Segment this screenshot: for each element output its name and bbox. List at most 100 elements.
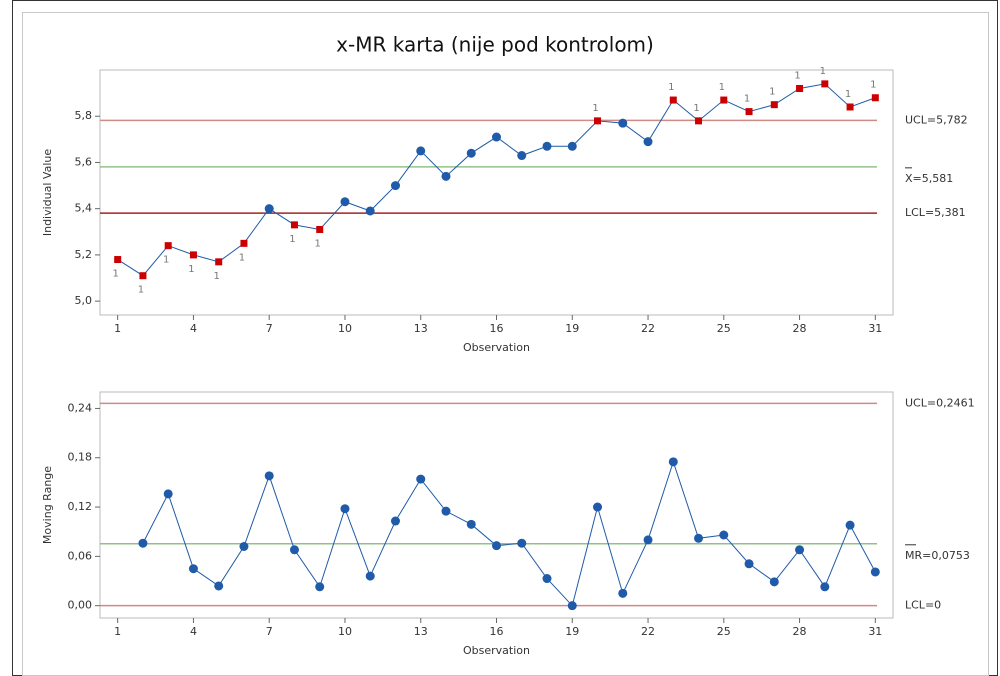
- point: [643, 137, 653, 147]
- x-tick-label: 28: [793, 322, 807, 335]
- flag-label: 1: [315, 238, 321, 249]
- point: [593, 502, 603, 512]
- point-flagged: [695, 117, 703, 125]
- flag-label: 1: [214, 271, 220, 282]
- point: [567, 141, 577, 151]
- point: [744, 559, 754, 569]
- control-label: X=5,581: [905, 172, 953, 185]
- point: [492, 541, 501, 551]
- flag-label: 1: [163, 255, 169, 266]
- point: [441, 171, 451, 181]
- control-label: UCL=0,2461: [905, 396, 975, 409]
- control-label: MR=0,0753: [905, 549, 970, 562]
- x-axis-label: Observation: [463, 644, 530, 657]
- point: [820, 582, 830, 592]
- x-tick-label: 22: [641, 625, 655, 638]
- point: [188, 564, 198, 574]
- point-flagged: [594, 117, 602, 125]
- point: [264, 471, 274, 481]
- point-flagged: [871, 94, 879, 102]
- x-tick-label: 10: [338, 625, 352, 638]
- point: [542, 141, 552, 151]
- point: [466, 148, 476, 158]
- y-tick-label: 0,12: [68, 500, 93, 513]
- point-flagged: [139, 272, 147, 280]
- point: [289, 545, 299, 555]
- x-tick-label: 25: [717, 322, 731, 335]
- point: [390, 516, 400, 526]
- x-tick-label: 25: [717, 625, 731, 638]
- x-tick-label: 13: [414, 625, 428, 638]
- x-tick-label: 28: [793, 625, 807, 638]
- point: [517, 151, 527, 161]
- point: [466, 519, 476, 529]
- chart-title: x-MR karta (nije pod kontrolom): [336, 33, 654, 57]
- point: [769, 577, 779, 587]
- point: [340, 504, 350, 514]
- series-line: [142, 460, 876, 607]
- point: [214, 581, 224, 591]
- flag-label: 1: [138, 285, 144, 296]
- outer-border: [12, 0, 998, 676]
- flag-label: 1: [289, 234, 295, 245]
- control-label: UCL=5,782: [905, 113, 968, 126]
- point: [264, 204, 274, 214]
- point: [492, 132, 501, 142]
- y-tick-label: 5,8: [75, 109, 93, 122]
- point: [643, 535, 653, 545]
- x-tick-label: 1: [114, 625, 121, 638]
- flag-label: 1: [239, 252, 245, 263]
- point-flagged: [796, 84, 804, 92]
- series-line: [117, 83, 876, 277]
- point-flagged: [669, 96, 677, 104]
- x-tick-label: 7: [266, 322, 273, 335]
- point-flagged: [720, 96, 728, 104]
- x-tick-label: 13: [414, 322, 428, 335]
- y-tick-label: 0,06: [68, 549, 93, 562]
- flag-label: 1: [744, 94, 750, 105]
- point: [416, 474, 426, 484]
- y-tick-label: 5,0: [75, 294, 93, 307]
- x-axis-label: Observation: [463, 341, 530, 354]
- point: [618, 588, 628, 598]
- point: [795, 545, 805, 555]
- y-tick-label: 0,18: [68, 451, 93, 464]
- control-label: LCL=5,381: [905, 206, 966, 219]
- point-flagged: [846, 103, 854, 111]
- y-tick-label: 5,6: [75, 155, 93, 168]
- x-tick-label: 19: [565, 625, 579, 638]
- point-flagged: [316, 225, 324, 233]
- control-label: LCL=0: [905, 599, 941, 612]
- y-axis-label: Moving Range: [41, 466, 54, 544]
- point-flagged: [745, 108, 753, 116]
- x-tick-label: 1: [114, 322, 121, 335]
- flag-label: 1: [820, 66, 826, 77]
- point: [618, 118, 628, 128]
- point: [441, 506, 451, 516]
- point: [365, 571, 375, 581]
- x-tick-label: 31: [868, 322, 882, 335]
- y-tick-label: 5,4: [75, 202, 93, 215]
- x-tick-label: 4: [190, 322, 197, 335]
- x-tick-label: 10: [338, 322, 352, 335]
- x-tick-label: 4: [190, 625, 197, 638]
- flag-label: 1: [112, 269, 118, 280]
- point-flagged: [189, 251, 197, 259]
- point: [668, 457, 678, 467]
- flag-label: 1: [794, 70, 800, 81]
- y-tick-label: 0,00: [68, 599, 93, 612]
- point: [340, 197, 350, 207]
- point: [163, 489, 173, 499]
- x-tick-label: 19: [565, 322, 579, 335]
- flag-label: 1: [592, 103, 598, 114]
- point: [315, 582, 325, 592]
- flag-label: 1: [845, 89, 851, 100]
- y-axis-label: Individual Value: [41, 149, 54, 237]
- x-tick-label: 31: [868, 625, 882, 638]
- flag-label: 1: [693, 103, 699, 114]
- point: [845, 520, 855, 530]
- x-tick-label: 16: [490, 322, 504, 335]
- x-tick-label: 7: [266, 625, 273, 638]
- point: [239, 542, 249, 552]
- point: [517, 538, 527, 548]
